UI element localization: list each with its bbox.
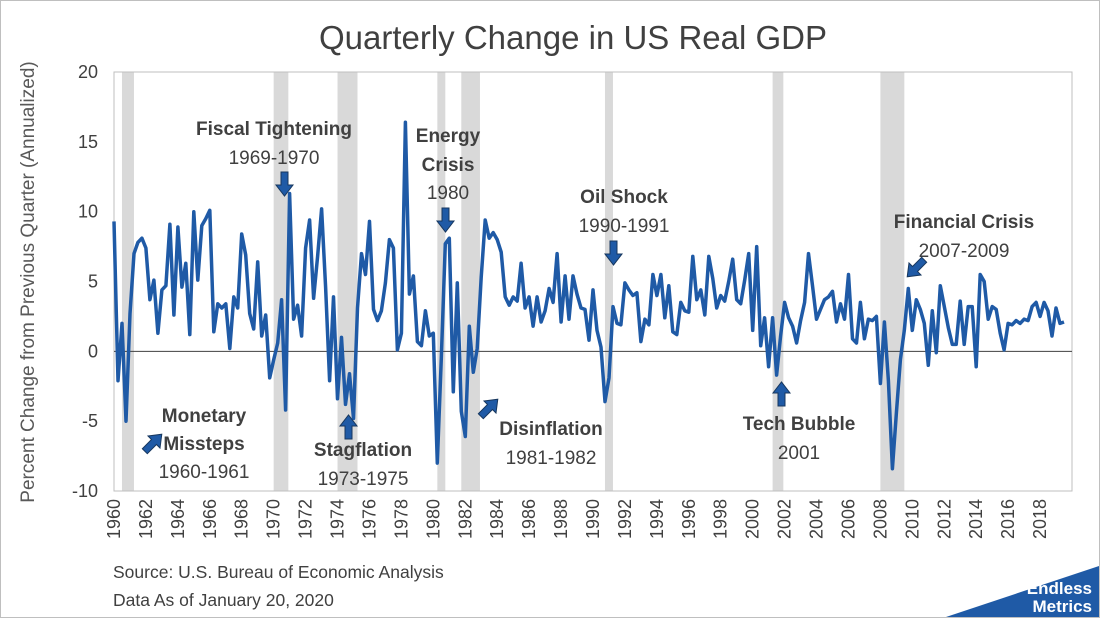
x-tick-label: 1972: [296, 499, 316, 539]
annotation-financial-crisis-period: 2007-2009: [919, 241, 1010, 262]
arrow-fiscal-tightening-icon: [274, 171, 295, 197]
y-tick-label: -5: [82, 411, 98, 431]
x-tick-label: 1978: [391, 499, 411, 539]
x-tick-label: 1988: [551, 499, 571, 539]
x-tick-label: 1968: [232, 499, 252, 539]
arrow-financial-crisis-icon: [906, 256, 928, 278]
arrow-energy-crisis-icon: [435, 207, 456, 233]
x-tick-label: 1982: [455, 499, 475, 539]
x-tick-label: 1998: [711, 499, 731, 539]
annotation-monetary-label-2: Missteps: [163, 434, 244, 455]
annotation-disinflation-period: 1981-1982: [506, 448, 597, 469]
x-tick-label: 2010: [902, 499, 922, 539]
x-tick-label: 2002: [775, 499, 795, 539]
recession-band-3: [437, 72, 446, 491]
annotation-oil-shock-label: Oil Shock: [580, 187, 668, 208]
y-tick-label: 20: [78, 62, 98, 82]
annotation-tech-bubble-period: 2001: [778, 443, 820, 464]
logo-line-1: Endless: [1027, 579, 1092, 598]
x-axis-ticks: 1960 1962 1964 1966 1968 1970 1972 1974 1976 1978…: [104, 499, 1050, 539]
arrow-stagflation-icon: [338, 414, 359, 440]
annotation-monetary-label-1: Monetary: [162, 406, 247, 427]
logo-line-2: Metrics: [1032, 597, 1092, 616]
x-tick-label: 1990: [583, 499, 603, 539]
x-tick-label: 1986: [519, 499, 539, 539]
x-tick-label: 1964: [168, 499, 188, 539]
arrow-disinflation-icon: [477, 398, 499, 420]
annotation-disinflation-label: Disinflation: [499, 419, 602, 440]
x-tick-label: 1992: [615, 499, 635, 539]
arrow-tech-bubble-icon: [771, 381, 792, 407]
annotation-monetary-period: 1960-1961: [159, 462, 250, 483]
logo-shape: [946, 566, 1099, 617]
x-tick-label: 1984: [487, 499, 507, 539]
recession-band-5: [604, 72, 613, 491]
y-tick-label: 0: [88, 341, 98, 361]
x-tick-label: 2018: [1030, 499, 1050, 539]
x-tick-label: 2006: [839, 499, 859, 539]
annotation-tech-bubble-label: Tech Bubble: [743, 414, 856, 435]
x-tick-label: 1970: [264, 499, 284, 539]
annotation-energy-label-1: Energy: [416, 126, 481, 147]
x-tick-label: 1976: [360, 499, 380, 539]
y-tick-label: 15: [78, 132, 98, 152]
annotation-energy-label-2: Crisis: [422, 155, 475, 176]
x-tick-label: 1966: [200, 499, 220, 539]
y-tick-label: 10: [78, 202, 98, 222]
y-axis-ticks: -10 -5 0 5 10 15 20: [72, 62, 98, 501]
recession-band-2: [337, 72, 358, 491]
x-tick-label: 1960: [104, 499, 124, 539]
x-tick-label: 2016: [998, 499, 1018, 539]
recession-band-7: [880, 72, 905, 491]
x-tick-label: 1962: [136, 499, 156, 539]
chart-title: Quarterly Change in US Real GDP: [319, 19, 827, 56]
x-tick-label: 2008: [870, 499, 890, 539]
annotation-financial-crisis-label: Financial Crisis: [894, 212, 1034, 233]
recession-band-0: [121, 72, 134, 491]
y-axis-label: Percent Change from Previous Quarter (An…: [18, 61, 39, 502]
x-tick-label: 2014: [966, 499, 986, 539]
x-tick-label: 2004: [807, 499, 827, 539]
y-tick-label: -10: [72, 481, 98, 501]
x-tick-label: 2000: [743, 499, 763, 539]
series-line-0: [112, 120, 1065, 471]
x-tick-label: 1980: [423, 499, 443, 539]
x-tick-label: 1974: [328, 499, 348, 539]
y-tick-label: 5: [88, 272, 98, 292]
x-tick-label: 1994: [647, 499, 667, 539]
date-note: Data As of January 20, 2020: [113, 590, 334, 610]
source-note: Source: U.S. Bureau of Economic Analysis: [113, 562, 444, 582]
annotation-stagflation-label: Stagflation: [314, 440, 412, 461]
annotation-fiscal-tightening-label: Fiscal Tightening: [196, 119, 352, 140]
annotation-oil-shock-period: 1990-1991: [579, 216, 670, 237]
gdp-series: [112, 120, 1065, 471]
arrow-oil-shock-icon: [603, 240, 624, 266]
annotation-stagflation-period: 1973-1975: [318, 469, 409, 490]
annotation-fiscal-tightening-period: 1969-1970: [229, 148, 320, 169]
arrow-monetary-missteps-icon: [141, 433, 163, 455]
annotation-energy-period: 1980: [427, 183, 469, 204]
x-tick-label: 1996: [679, 499, 699, 539]
recession-band-6: [772, 72, 784, 491]
x-tick-label: 2012: [934, 499, 954, 539]
